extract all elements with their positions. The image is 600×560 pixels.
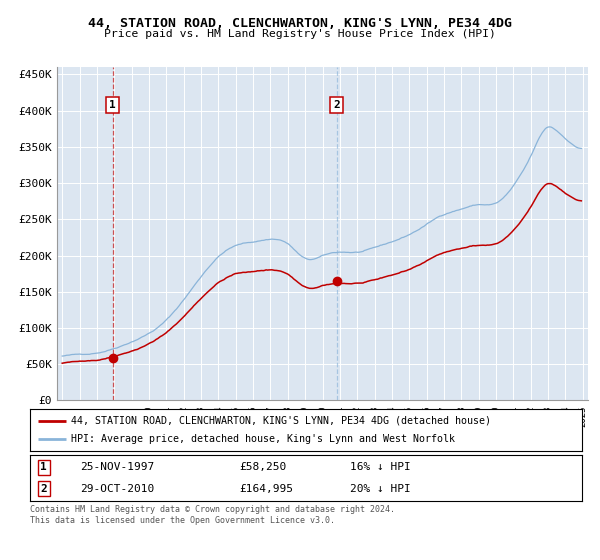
- Text: 2: 2: [40, 484, 47, 494]
- Text: 25-NOV-1997: 25-NOV-1997: [80, 462, 154, 472]
- Text: 20% ↓ HPI: 20% ↓ HPI: [350, 484, 411, 494]
- Text: 16% ↓ HPI: 16% ↓ HPI: [350, 462, 411, 472]
- Text: 2: 2: [334, 100, 340, 110]
- Text: Price paid vs. HM Land Registry's House Price Index (HPI): Price paid vs. HM Land Registry's House …: [104, 29, 496, 39]
- Text: 44, STATION ROAD, CLENCHWARTON, KING'S LYNN, PE34 4DG (detached house): 44, STATION ROAD, CLENCHWARTON, KING'S L…: [71, 416, 491, 426]
- Text: HPI: Average price, detached house, King's Lynn and West Norfolk: HPI: Average price, detached house, King…: [71, 434, 455, 444]
- Text: 1: 1: [40, 462, 47, 472]
- Text: £164,995: £164,995: [240, 484, 294, 494]
- Text: £58,250: £58,250: [240, 462, 287, 472]
- Text: Contains HM Land Registry data © Crown copyright and database right 2024.
This d: Contains HM Land Registry data © Crown c…: [30, 505, 395, 525]
- Text: 29-OCT-2010: 29-OCT-2010: [80, 484, 154, 494]
- Text: 1: 1: [109, 100, 116, 110]
- Text: 44, STATION ROAD, CLENCHWARTON, KING'S LYNN, PE34 4DG: 44, STATION ROAD, CLENCHWARTON, KING'S L…: [88, 17, 512, 30]
